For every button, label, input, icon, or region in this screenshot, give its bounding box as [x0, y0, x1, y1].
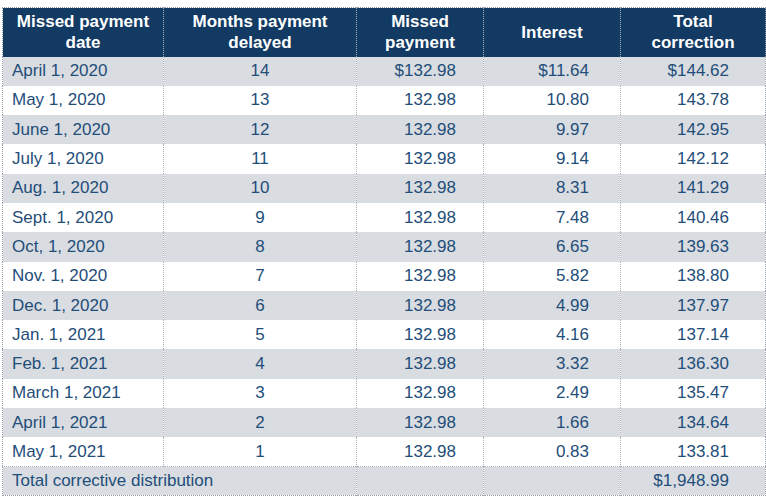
- column-header-interest: Interest: [484, 8, 621, 57]
- table-row: May 1, 2021 1 132.98 0.83 133.81: [3, 437, 766, 466]
- cell-total-correction: 138.80: [621, 262, 766, 291]
- cell-interest: 9.97: [484, 115, 621, 144]
- cell-missed-payment: $132.98: [357, 57, 484, 86]
- cell-months-payment-delayed: 2: [164, 408, 357, 437]
- missed-payment-correction-table: Missed payment date Months payment delay…: [2, 7, 766, 496]
- cell-missed-payment-date: March 1, 2021: [3, 379, 164, 408]
- cell-interest: 2.49: [484, 379, 621, 408]
- cell-missed-payment: 132.98: [357, 320, 484, 349]
- cell-interest: 1.66: [484, 408, 621, 437]
- cell-missed-payment-date: Oct, 1, 2020: [3, 232, 164, 261]
- cell-months-payment-delayed: 13: [164, 86, 357, 115]
- cell-missed-payment: 132.98: [357, 232, 484, 261]
- cell-missed-payment-date: Feb. 1, 2021: [3, 349, 164, 378]
- cell-missed-payment-date: Dec. 1, 2020: [3, 291, 164, 320]
- cell-missed-payment-date: June 1, 2020: [3, 115, 164, 144]
- total-row-label: Total corrective distribution: [3, 467, 357, 496]
- column-header-missed-payment-date: Missed payment date: [3, 8, 164, 57]
- cell-missed-payment: 132.98: [357, 349, 484, 378]
- table-row: May 1, 2020 13 132.98 10.80 143.78: [3, 86, 766, 115]
- table-row: April 1, 2020 14 $132.98 $11.64 $144.62: [3, 57, 766, 86]
- table-row: Nov. 1, 2020 7 132.98 5.82 138.80: [3, 262, 766, 291]
- cell-total-correction: 143.78: [621, 86, 766, 115]
- cell-total-correction: 134.64: [621, 408, 766, 437]
- table-body: April 1, 2020 14 $132.98 $11.64 $144.62 …: [3, 57, 766, 467]
- cell-missed-payment: 132.98: [357, 203, 484, 232]
- cell-months-payment-delayed: 5: [164, 320, 357, 349]
- cell-months-payment-delayed: 4: [164, 349, 357, 378]
- cell-missed-payment: 132.98: [357, 174, 484, 203]
- table-row: April 1, 2021 2 132.98 1.66 134.64: [3, 408, 766, 437]
- cell-missed-payment: 132.98: [357, 408, 484, 437]
- cell-missed-payment: 132.98: [357, 115, 484, 144]
- cell-interest: 10.80: [484, 86, 621, 115]
- correction-table-wrapper: Missed payment date Months payment delay…: [0, 0, 766, 496]
- cell-total-correction: 135.47: [621, 379, 766, 408]
- cell-months-payment-delayed: 9: [164, 203, 357, 232]
- cell-missed-payment-date: April 1, 2021: [3, 408, 164, 437]
- table-row: Feb. 1, 2021 4 132.98 3.32 136.30: [3, 349, 766, 378]
- cell-total-correction: 137.97: [621, 291, 766, 320]
- cell-missed-payment-date: April 1, 2020: [3, 57, 164, 86]
- cell-months-payment-delayed: 10: [164, 174, 357, 203]
- cell-interest: 3.32: [484, 349, 621, 378]
- table-row: June 1, 2020 12 132.98 9.97 142.95: [3, 115, 766, 144]
- cell-missed-payment: 132.98: [357, 144, 484, 173]
- cell-months-payment-delayed: 8: [164, 232, 357, 261]
- cell-missed-payment: 132.98: [357, 437, 484, 466]
- cell-missed-payment: 132.98: [357, 291, 484, 320]
- header-row: Missed payment date Months payment delay…: [3, 8, 766, 57]
- cell-total-correction: 140.46: [621, 203, 766, 232]
- cell-missed-payment-date: Sept. 1, 2020: [3, 203, 164, 232]
- cell-missed-payment: 132.98: [357, 262, 484, 291]
- cell-total-correction: 142.12: [621, 144, 766, 173]
- total-correction-value: $1,948.99: [621, 467, 766, 496]
- table-row: Oct, 1, 2020 8 132.98 6.65 139.63: [3, 232, 766, 261]
- cell-missed-payment-date: May 1, 2021: [3, 437, 164, 466]
- cell-total-correction: 142.95: [621, 115, 766, 144]
- column-header-missed-payment: Missed payment: [357, 8, 484, 57]
- cell-months-payment-delayed: 7: [164, 262, 357, 291]
- cell-missed-payment: 132.98: [357, 379, 484, 408]
- cell-months-payment-delayed: 3: [164, 379, 357, 408]
- cell-months-payment-delayed: 11: [164, 144, 357, 173]
- cell-total-correction: 136.30: [621, 349, 766, 378]
- table-row: July 1, 2020 11 132.98 9.14 142.12: [3, 144, 766, 173]
- cell-interest: $11.64: [484, 57, 621, 86]
- cell-total-correction: 141.29: [621, 174, 766, 203]
- table-row: Aug. 1, 2020 10 132.98 8.31 141.29: [3, 174, 766, 203]
- cell-interest: 0.83: [484, 437, 621, 466]
- cell-missed-payment: 132.98: [357, 86, 484, 115]
- total-row: Total corrective distribution $1,948.99: [3, 467, 766, 496]
- cell-months-payment-delayed: 12: [164, 115, 357, 144]
- cell-interest: 5.82: [484, 262, 621, 291]
- cell-interest: 4.99: [484, 291, 621, 320]
- cell-total-correction: 139.63: [621, 232, 766, 261]
- cell-months-payment-delayed: 1: [164, 437, 357, 466]
- cell-interest: 9.14: [484, 144, 621, 173]
- total-row-empty-interest: [484, 467, 621, 496]
- cell-interest: 8.31: [484, 174, 621, 203]
- cell-interest: 7.48: [484, 203, 621, 232]
- column-header-months-payment-delayed: Months payment delayed: [164, 8, 357, 57]
- cell-months-payment-delayed: 6: [164, 291, 357, 320]
- cell-missed-payment-date: July 1, 2020: [3, 144, 164, 173]
- cell-interest: 6.65: [484, 232, 621, 261]
- cell-total-correction: 137.14: [621, 320, 766, 349]
- cell-months-payment-delayed: 14: [164, 57, 357, 86]
- cell-missed-payment-date: May 1, 2020: [3, 86, 164, 115]
- column-header-total-correction: Total correction: [621, 8, 766, 57]
- cell-interest: 4.16: [484, 320, 621, 349]
- table-row: Jan. 1, 2021 5 132.98 4.16 137.14: [3, 320, 766, 349]
- cell-total-correction: $144.62: [621, 57, 766, 86]
- table-row: Dec. 1, 2020 6 132.98 4.99 137.97: [3, 291, 766, 320]
- cell-missed-payment-date: Jan. 1, 2021: [3, 320, 164, 349]
- cell-missed-payment-date: Aug. 1, 2020: [3, 174, 164, 203]
- cell-missed-payment-date: Nov. 1, 2020: [3, 262, 164, 291]
- cell-total-correction: 133.81: [621, 437, 766, 466]
- table-row: March 1, 2021 3 132.98 2.49 135.47: [3, 379, 766, 408]
- total-row-empty-missed: [357, 467, 484, 496]
- table-row: Sept. 1, 2020 9 132.98 7.48 140.46: [3, 203, 766, 232]
